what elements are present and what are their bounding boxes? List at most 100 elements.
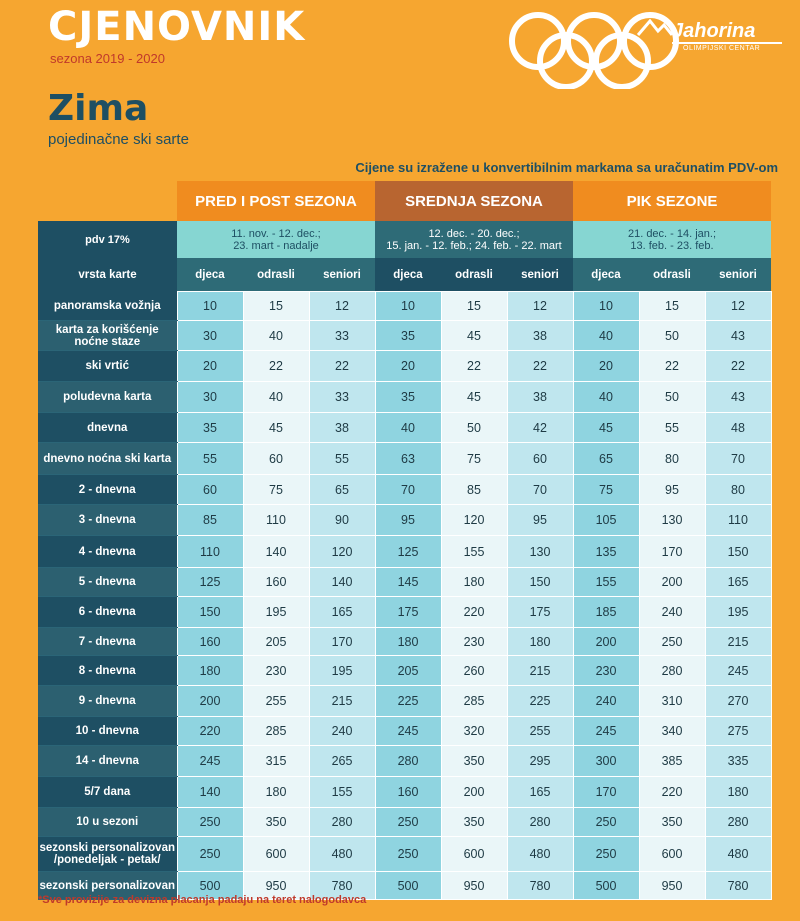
price-cell: 250 [374,836,442,872]
price-cell: 350 [242,807,310,837]
price-cell: 340 [638,716,706,746]
price-cell: 22 [242,350,310,382]
price-cell: 180 [506,627,574,656]
price-cell: 780 [506,871,574,900]
price-cell: 215 [308,685,376,717]
price-cell: 175 [506,596,574,628]
table-row: 14 - dnevna 245 315 265 280 350 295 300 385 335 [38,745,772,777]
table-row: 5 - dnevna 125 160 140 145 180 150 155 200 165 [38,567,772,597]
column-header: odrasli [243,258,309,292]
price-cell: 33 [308,381,376,413]
price-cell: 63 [374,442,442,475]
price-cell: 12 [506,291,574,321]
column-header: seniori [309,258,375,292]
ticket-type: 6 - dnevna [38,596,177,628]
price-cell: 295 [506,745,574,777]
price-cell: 350 [440,745,508,777]
price-cell: 230 [440,627,508,656]
ticket-type: 14 - dnevna [38,745,177,777]
price-cell: 12 [704,291,772,321]
season-pik: PIK SEZONE [573,181,771,221]
type-column-header: vrsta karte [38,258,177,292]
ticket-type: 5 - dnevna [38,567,177,597]
price-cell: 180 [440,567,508,597]
ticket-type: sezonski personalizovan /ponedeljak - pe… [38,836,177,872]
season-dates: 21. dec. - 14. jan.; 13. feb. - 23. feb. [573,221,771,258]
price-cell: 85 [440,474,508,505]
price-cell: 40 [374,412,442,443]
price-cell: 255 [506,716,574,746]
price-cell: 45 [242,412,310,443]
price-cell: 40 [242,320,310,351]
table-row: panoramska vožnja 10 15 12 10 15 12 10 15 12 [38,291,772,321]
table-row: 4 - dnevna 110 140 120 125 155 130 135 170 150 [38,535,772,568]
price-cell: 55 [308,442,376,475]
column-header: djeca [177,258,243,292]
price-cell: 15 [242,291,310,321]
price-cell: 95 [638,474,706,505]
price-cell: 480 [308,836,376,872]
price-cell: 170 [308,627,376,656]
price-cell: 255 [242,685,310,717]
price-cell: 43 [704,381,772,413]
price-cell: 220 [440,596,508,628]
price-cell: 55 [176,442,244,475]
price-cell: 350 [440,807,508,837]
price-cell: 65 [308,474,376,505]
pdv-label: pdv 17% [38,221,177,258]
price-cell: 110 [242,504,310,536]
price-cell: 260 [440,655,508,686]
corner-cell [38,181,177,221]
price-cell: 950 [638,871,706,900]
price-cell: 110 [704,504,772,536]
price-cell: 50 [638,381,706,413]
price-cell: 22 [308,350,376,382]
price-cell: 105 [572,504,640,536]
ticket-type: ski vrtić [38,350,177,382]
ticket-type: 10 u sezoni [38,807,177,837]
logo-name: Jahorina [672,20,756,42]
price-cell: 270 [704,685,772,717]
price-cell: 155 [440,535,508,568]
price-cell: 155 [572,567,640,597]
price-cell: 240 [638,596,706,628]
price-cell: 250 [572,836,640,872]
table-row: 2 - dnevna 60 75 65 70 85 70 75 95 80 [38,474,772,505]
price-cell: 70 [374,474,442,505]
price-cell: 40 [242,381,310,413]
season-dates: 12. dec. - 20. dec.; 15. jan. - 12. feb.;… [375,221,573,258]
ticket-type: karta za korišćenje noćne staze [38,320,177,351]
price-cell: 30 [176,381,244,413]
price-cell: 950 [440,871,508,900]
price-cell: 155 [308,776,376,808]
price-cell: 60 [506,442,574,475]
price-cell: 70 [704,442,772,475]
logo-tagline: OLIMPIJSKI CENTAR [683,45,761,52]
price-cell: 500 [176,871,244,900]
price-cell: 120 [440,504,508,536]
price-cell: 170 [572,776,640,808]
price-cell: 220 [176,716,244,746]
price-cell: 48 [704,412,772,443]
ticket-type: 2 - dnevna [38,474,177,505]
price-cell: 245 [374,716,442,746]
price-cell: 195 [242,596,310,628]
price-cell: 12 [308,291,376,321]
price-cell: 170 [638,535,706,568]
price-cell: 245 [572,716,640,746]
season-label: sezona 2019 - 2020 [50,51,165,66]
ticket-type: dnevna [38,412,177,443]
price-cell: 165 [506,776,574,808]
price-cell: 225 [506,685,574,717]
price-cell: 50 [638,320,706,351]
price-cell: 280 [704,807,772,837]
price-cell: 95 [374,504,442,536]
price-cell: 600 [242,836,310,872]
price-cell: 40 [572,381,640,413]
price-cell: 280 [308,807,376,837]
price-cell: 45 [572,412,640,443]
price-cell: 75 [572,474,640,505]
price-cell: 195 [704,596,772,628]
table-row: dnevna 35 45 38 40 50 42 45 55 48 [38,412,772,443]
price-cell: 145 [374,567,442,597]
